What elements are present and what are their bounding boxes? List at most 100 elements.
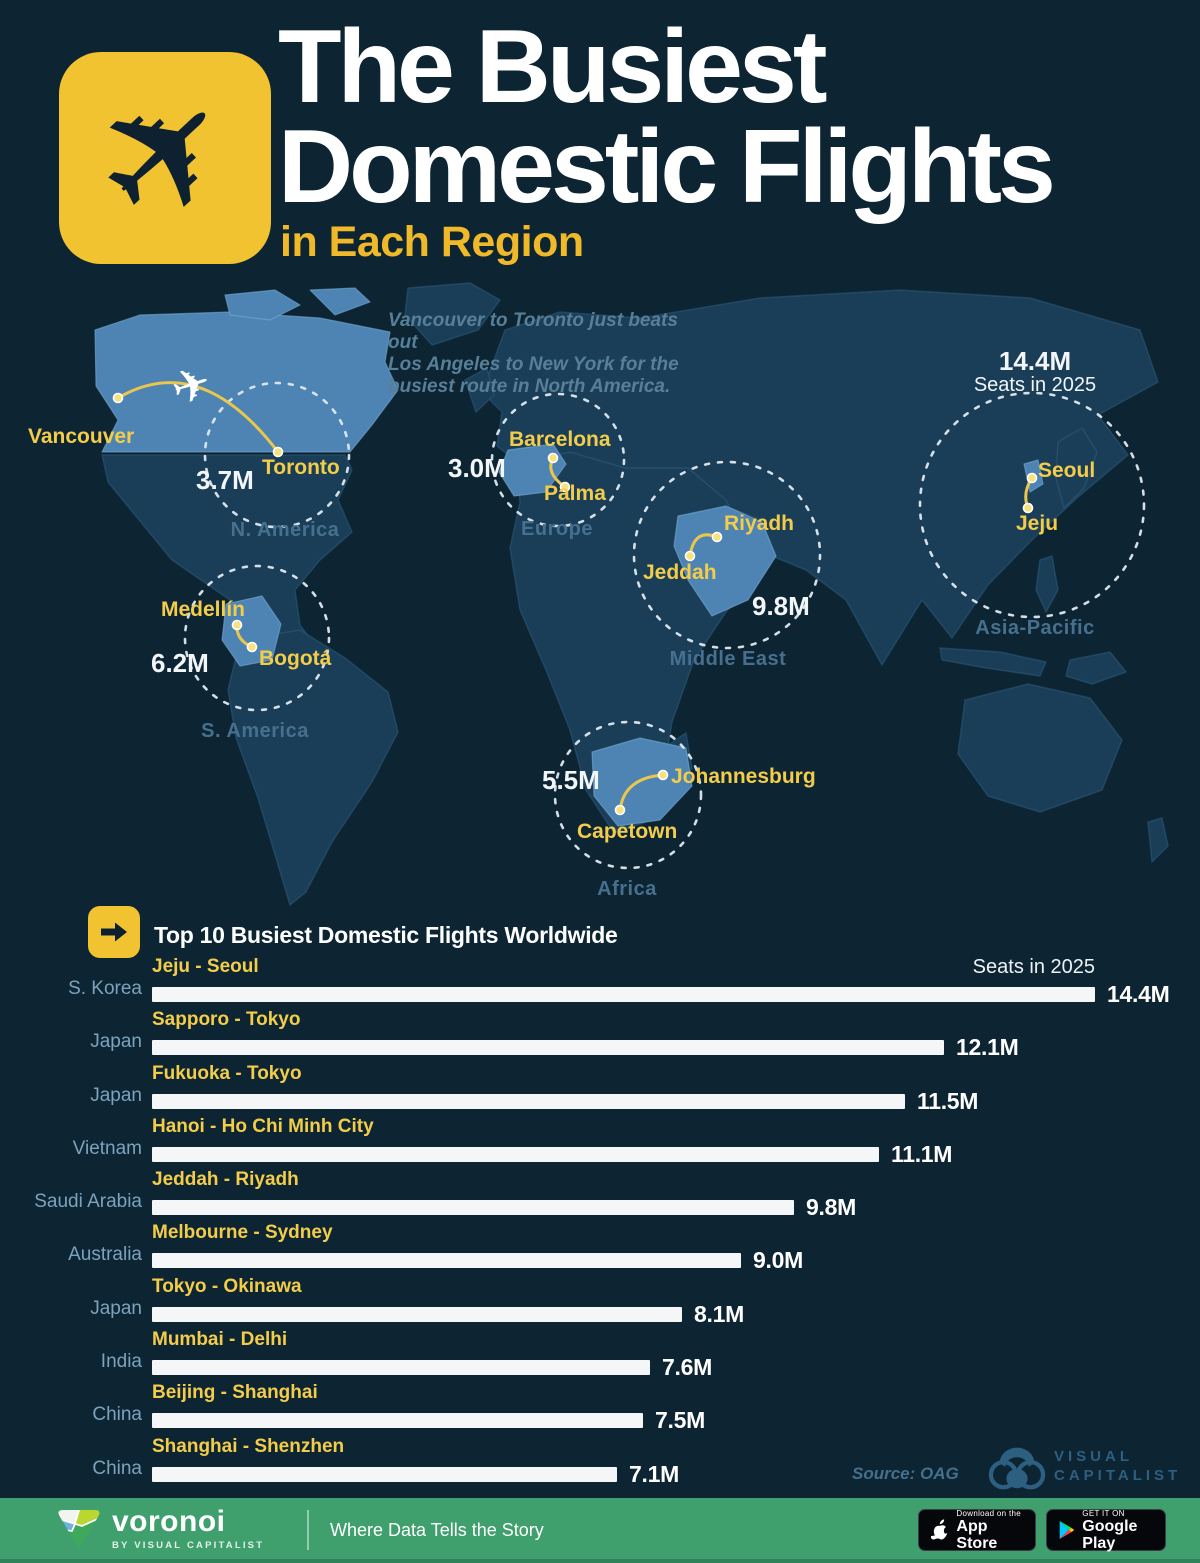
value-europe: 3.0M: [448, 453, 506, 483]
bar: [152, 1306, 682, 1322]
country-canada-arctic-2: [309, 287, 371, 316]
bar: [152, 1466, 617, 1482]
country-label: China: [92, 1404, 142, 1426]
city-label-toronto: Toronto: [262, 456, 340, 479]
landmass-greenland: [404, 282, 501, 346]
chart-row: Shanghai - Shenzhen China 7.1M: [0, 1436, 1200, 1489]
chart-rows: Jeju - Seoul S. Korea 14.4M Sapporo - Tokyo…: [0, 956, 1200, 1489]
highlighted-countries: [94, 287, 1044, 827]
country-label: Vietnam: [72, 1137, 142, 1159]
footer: voronoi BY VISUAL CAPITALIST Where Data …: [0, 1498, 1200, 1563]
bar: [152, 1040, 944, 1056]
voronoi-wordmark: voronoi BY VISUAL CAPITALIST: [112, 1505, 264, 1552]
value-africa: 5.5M: [542, 765, 600, 795]
city-label-medellin: Medellín: [161, 598, 245, 621]
visual-capitalist-logo: VISUAL CAPITALIST: [986, 1438, 1181, 1494]
city-label-barcelona: Barcelona: [509, 428, 611, 451]
landmass-australia: [957, 683, 1123, 813]
city-label-riyadh: Riyadh: [724, 512, 794, 535]
source-text: Source: OAG: [852, 1464, 959, 1483]
bar: [152, 1253, 741, 1269]
city-label-vancouver: Vancouver: [28, 425, 134, 448]
circle-s-america: [183, 564, 331, 712]
value-asia-pacific: 14.4M: [999, 346, 1071, 376]
bar: [152, 1093, 905, 1109]
country-label: Japan: [90, 1084, 142, 1106]
route-capetown-johannesburg: [618, 773, 665, 812]
annotation-line-3: busiest route in North America.: [388, 376, 671, 397]
bar-line: 11.5M: [152, 1088, 1200, 1115]
bar-value: 14.4M: [1107, 981, 1170, 1007]
bar-value: 7.6M: [662, 1354, 712, 1381]
route-label: Beijing - Shanghai: [152, 1382, 318, 1404]
value-s-america: 6.2M: [151, 648, 209, 678]
route-label: Jeddah - Riyadh: [152, 1169, 299, 1191]
value-n-america: 3.7M: [196, 465, 254, 495]
annotation-line-1: Vancouver to Toronto just beats out: [388, 310, 678, 353]
voronoi-logo-icon: [58, 1510, 100, 1549]
landmass-uk: [464, 367, 495, 413]
circle-asia-pacific: [918, 391, 1146, 619]
route-label: Tokyo - Okinawa: [152, 1275, 302, 1297]
landmass-new-zealand: [1147, 817, 1169, 863]
chart-row: Tokyo - Okinawa Japan 8.1M: [0, 1276, 1200, 1329]
app-store-badge[interactable]: Download on the App Store: [918, 1508, 1036, 1552]
google-play-icon: [1059, 1520, 1075, 1540]
circle-middle-east: [632, 460, 822, 650]
circle-europe: [490, 392, 626, 528]
city-label-palma: Palma: [544, 482, 606, 505]
country-label: Japan: [90, 1031, 142, 1053]
country-canada: [94, 311, 399, 453]
value-middle-east: 9.8M: [752, 591, 810, 621]
country-canada-arctic-1: [224, 289, 301, 321]
chart-row: Jeddah - Riyadh Saudi Arabia 9.8M: [0, 1169, 1200, 1222]
bar-line: 7.6M: [152, 1354, 1200, 1381]
page-title: The Busiest Domestic Flights: [278, 15, 1056, 225]
city-label-jeju: Jeju: [1016, 512, 1058, 535]
circle-n-america: [203, 381, 351, 529]
visual-capitalist-wordmark: VISUAL CAPITALIST: [1054, 1448, 1182, 1484]
app-store-badge-text: Download on the App Store: [956, 1508, 1021, 1552]
chart-row: Beijing - Shanghai China 7.5M: [0, 1382, 1200, 1435]
apple-icon: [931, 1519, 948, 1540]
city-label-johannesburg: Johannesburg: [671, 765, 816, 788]
chart-axis-note: Seats in 2025: [972, 956, 1095, 978]
bar-value: 8.1M: [694, 1300, 744, 1327]
city-label-capetown: Capetown: [577, 820, 677, 843]
route-label: Fukuoka - Tokyo: [152, 1062, 302, 1084]
binoculars-icon: [988, 1447, 1046, 1490]
bar-value: 11.1M: [891, 1140, 953, 1167]
route-label: Sapporo - Tokyo: [152, 1009, 301, 1031]
city-label-bogota: Bogotá: [259, 647, 332, 670]
region-label-s-america: S. America: [201, 720, 309, 742]
page-subtitle: in Each Region: [280, 218, 584, 266]
bar-value: 9.8M: [806, 1194, 856, 1221]
bar: [152, 1200, 794, 1216]
landmass-south-america: [227, 629, 399, 906]
country-label: Australia: [68, 1244, 142, 1266]
bar-value: 9.0M: [753, 1247, 803, 1274]
region-label-europe: Europe: [521, 518, 593, 540]
google-play-badge[interactable]: GET IT ON Google Play: [1046, 1508, 1166, 1552]
city-label-jeddah: Jeddah: [643, 561, 717, 584]
route-label: Mumbai - Delhi: [152, 1329, 288, 1351]
route-label: Shanghai - Shenzhen: [152, 1435, 345, 1457]
country-label: India: [100, 1351, 142, 1373]
country-saudi-arabia: [673, 505, 777, 617]
chart-row: Jeju - Seoul S. Korea 14.4M: [0, 956, 1200, 1009]
title-line-2: Domestic Flights: [278, 108, 1056, 225]
route-label: Hanoi - Ho Chi Minh City: [152, 1115, 374, 1137]
map-annotation: Vancouver to Toronto just beats out Los …: [388, 310, 688, 398]
landmass-philippines: [1035, 555, 1059, 613]
google-play-badge-text: GET IT ON Google Play: [1082, 1508, 1138, 1552]
chart-title: Top 10 Busiest Domestic Flights Worldwid…: [154, 922, 618, 948]
country-colombia: [221, 595, 282, 667]
bar-value: 7.5M: [655, 1407, 705, 1434]
bar-value: 12.1M: [956, 1034, 1019, 1061]
bar: [152, 987, 1095, 1002]
region-label-middle-east: Middle East: [670, 648, 787, 670]
world-map: ✈ Vancouver Toronto 3.7M N. America Barc…: [28, 282, 1169, 906]
brand-name: voronoi: [112, 1505, 226, 1538]
bar-line: 7.1M: [152, 1461, 1200, 1488]
region-circles: [183, 381, 1146, 870]
